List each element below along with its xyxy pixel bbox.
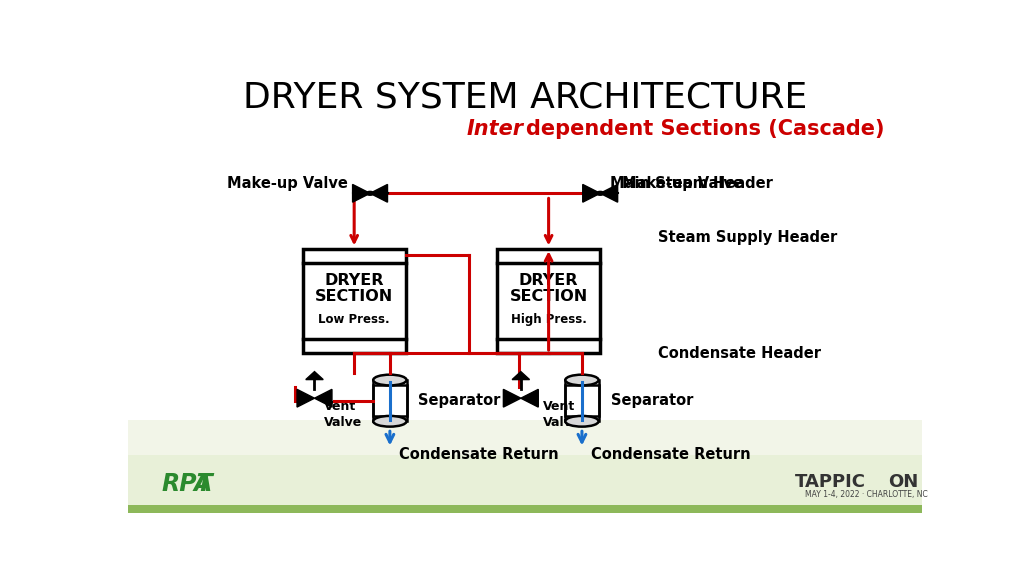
- Bar: [128, 455, 922, 513]
- Polygon shape: [512, 372, 529, 380]
- Text: High Press.: High Press.: [511, 313, 587, 326]
- Text: Low Press.: Low Press.: [318, 313, 390, 326]
- Text: SECTION: SECTION: [315, 289, 393, 304]
- Text: Make-up Valve: Make-up Valve: [227, 176, 348, 191]
- Ellipse shape: [373, 374, 407, 385]
- Text: Separator: Separator: [610, 393, 693, 408]
- Bar: [128, 505, 922, 513]
- Polygon shape: [352, 184, 370, 202]
- Ellipse shape: [565, 416, 599, 427]
- Text: Vent
Valve: Vent Valve: [324, 400, 362, 430]
- Polygon shape: [504, 389, 521, 407]
- Bar: [128, 419, 922, 455]
- Polygon shape: [521, 389, 539, 407]
- Bar: [373, 385, 407, 416]
- Text: DRYER: DRYER: [325, 274, 384, 289]
- Bar: [565, 385, 599, 416]
- Text: MAY 1-4, 2022 · CHARLOTTE, NC: MAY 1-4, 2022 · CHARLOTTE, NC: [805, 490, 928, 499]
- Text: A: A: [194, 472, 211, 496]
- Polygon shape: [306, 372, 324, 380]
- Text: Main Steam Header: Main Steam Header: [609, 176, 772, 191]
- Polygon shape: [583, 184, 600, 202]
- Text: Condensate Header: Condensate Header: [658, 346, 821, 361]
- Ellipse shape: [373, 416, 407, 427]
- Circle shape: [597, 191, 604, 195]
- Polygon shape: [314, 389, 332, 407]
- Circle shape: [367, 191, 374, 195]
- Ellipse shape: [565, 374, 599, 385]
- Polygon shape: [600, 184, 617, 202]
- Text: DRYER: DRYER: [519, 274, 579, 289]
- Text: SECTION: SECTION: [510, 289, 588, 304]
- Text: Steam Supply Header: Steam Supply Header: [658, 230, 838, 245]
- Bar: [303, 249, 406, 353]
- Text: Separator: Separator: [419, 393, 501, 408]
- Polygon shape: [370, 184, 387, 202]
- Text: DRYER SYSTEM ARCHITECTURE: DRYER SYSTEM ARCHITECTURE: [243, 81, 807, 115]
- Text: Condensate Return: Condensate Return: [592, 448, 751, 463]
- Bar: [497, 249, 600, 353]
- Text: TAPPIC: TAPPIC: [795, 473, 866, 491]
- Text: dependent Sections (Cascade): dependent Sections (Cascade): [525, 119, 884, 139]
- Text: Condensate Return: Condensate Return: [399, 448, 559, 463]
- Text: RPT: RPT: [162, 472, 213, 496]
- Text: Vent
Valve: Vent Valve: [543, 400, 582, 430]
- Text: ON: ON: [888, 473, 919, 491]
- Text: Inter: Inter: [467, 119, 524, 139]
- Polygon shape: [297, 389, 314, 407]
- Text: Make-up Valve: Make-up Valve: [623, 176, 743, 191]
